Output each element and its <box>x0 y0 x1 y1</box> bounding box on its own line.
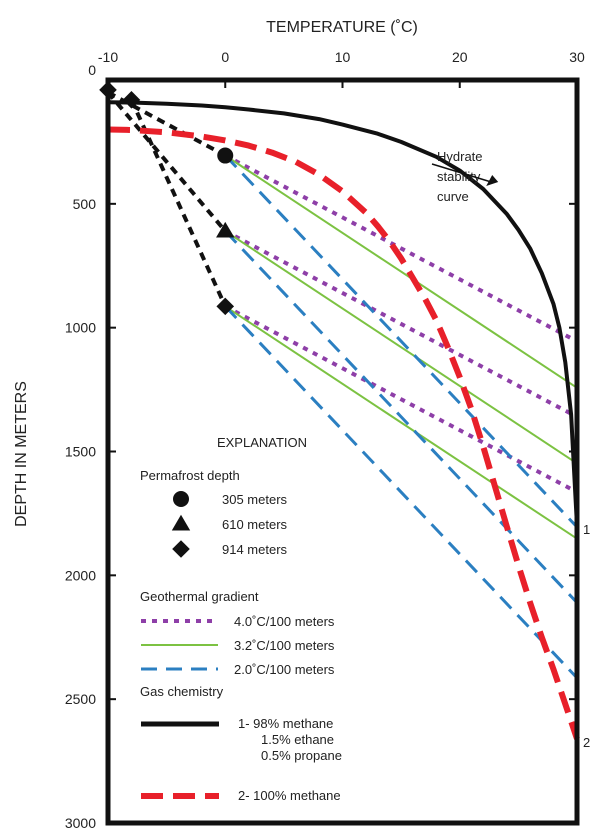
legend: EXPLANATION Permafrost depth 305 meters 610… <box>140 435 342 803</box>
legend-gas-98-line-0: 1- 98% methane <box>238 716 333 731</box>
permafrost-line-permafrost_610 <box>106 91 227 233</box>
end-label-0: 1 <box>583 522 590 537</box>
permafrost-markers <box>99 81 235 316</box>
x-tick-label-1: 0 <box>221 49 229 65</box>
gradient-line-grad_3_2-10 <box>224 305 578 540</box>
y-tick-label-1: 500 <box>73 196 97 212</box>
x-axis-title: TEMPERATURE (˚C) <box>266 19 418 36</box>
legend-gradient-title: Geothermal gradient <box>140 589 259 604</box>
marker-triangle-1 <box>216 221 235 238</box>
y-tick-label-0: 0 <box>88 62 96 78</box>
gradient-line-grad_4_0-6 <box>224 229 578 419</box>
legend-permafrost-label-1: 610 meters <box>222 517 288 532</box>
y-tick-label-3: 1500 <box>65 444 96 460</box>
legend-marker-diamond <box>172 540 190 558</box>
legend-marker-triangle <box>171 514 191 531</box>
legend-gas-100-line-0: 2- 100% methane <box>238 788 341 803</box>
end-label-1: 2 <box>583 735 590 750</box>
annotation-arrow-line <box>431 163 492 183</box>
legend-gradient-label-0: 4.0˚C/100 meters <box>234 614 335 629</box>
legend-permafrost-label-0: 305 meters <box>222 492 288 507</box>
legend-marker-circle <box>173 491 189 507</box>
legend-gradient-label-2: 2.0˚C/100 meters <box>234 662 335 677</box>
legend-gas-title: Gas chemistry <box>140 684 224 699</box>
annotation-line-0: Hydrate <box>437 149 483 164</box>
legend-gas-98-line-1: 1.5% ethane <box>261 732 334 747</box>
legend-heading: EXPLANATION <box>217 435 307 450</box>
legend-permafrost-label-2: 914 meters <box>222 542 288 557</box>
annotation-line-2: curve <box>437 189 469 204</box>
data-lines <box>106 90 580 740</box>
x-tick-label-2: 10 <box>335 49 351 65</box>
legend-permafrost-title: Permafrost depth <box>140 468 240 483</box>
x-tick-label-0: -10 <box>98 49 118 65</box>
gradient-line-grad_4_0-7 <box>224 304 578 494</box>
y-tick-label-6: 3000 <box>65 815 96 829</box>
legend-gradient-label-1: 3.2˚C/100 meters <box>234 638 335 653</box>
y-tick-label-5: 2500 <box>65 691 96 707</box>
annotation-line-1: stability <box>437 169 481 184</box>
y-tick-label-2: 1000 <box>65 320 96 336</box>
annotations: Hydrate stability curve 1 2 <box>431 149 590 750</box>
gradient-line-grad_3_2-9 <box>224 230 578 465</box>
permafrost-line-permafrost_914 <box>129 98 228 308</box>
hydrate-curve-1 <box>107 100 579 526</box>
x-tick-label-3: 20 <box>452 49 468 65</box>
gradient-line-grad_2_0-11 <box>224 154 579 529</box>
gradient-line-grad_4_0-5 <box>224 153 578 344</box>
gradient-line-grad_3_2-8 <box>224 154 578 389</box>
y-axis-title: DEPTH IN METERS <box>13 381 30 527</box>
marker-diamond-2 <box>216 297 235 316</box>
marker-circle-0 <box>217 147 234 164</box>
gradient-line-grad_2_0-12 <box>224 230 579 604</box>
legend-gas-98-line-2: 0.5% propane <box>261 748 342 763</box>
annotation-arrowhead <box>486 174 499 186</box>
x-tick-label-4: 30 <box>569 49 585 65</box>
y-tick-label-4: 2000 <box>65 567 96 583</box>
hydrate-curve-2 <box>107 126 580 740</box>
marker-diamond-3 <box>122 91 141 109</box>
gradient-line-grad_2_0-13 <box>224 305 579 679</box>
